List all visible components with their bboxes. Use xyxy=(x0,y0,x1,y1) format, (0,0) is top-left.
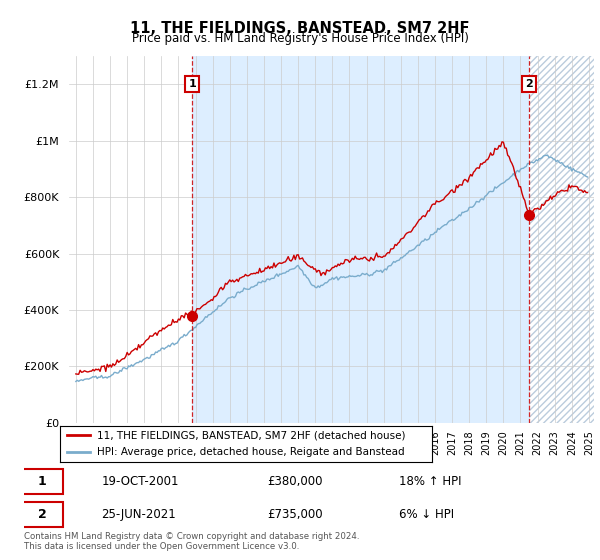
Text: 2: 2 xyxy=(525,79,533,89)
Text: 1: 1 xyxy=(188,79,196,89)
Text: 11, THE FIELDINGS, BANSTEAD, SM7 2HF: 11, THE FIELDINGS, BANSTEAD, SM7 2HF xyxy=(130,21,470,36)
Text: Price paid vs. HM Land Registry's House Price Index (HPI): Price paid vs. HM Land Registry's House … xyxy=(131,32,469,45)
Text: Contains HM Land Registry data © Crown copyright and database right 2024.
This d: Contains HM Land Registry data © Crown c… xyxy=(24,532,359,552)
Text: 11, THE FIELDINGS, BANSTEAD, SM7 2HF (detached house): 11, THE FIELDINGS, BANSTEAD, SM7 2HF (de… xyxy=(97,431,406,440)
Bar xyxy=(529,56,594,423)
Text: £380,000: £380,000 xyxy=(267,474,322,488)
Bar xyxy=(192,56,529,423)
Text: 1: 1 xyxy=(38,474,47,488)
Text: 6% ↓ HPI: 6% ↓ HPI xyxy=(400,508,454,521)
Text: 18% ↑ HPI: 18% ↑ HPI xyxy=(400,474,462,488)
Text: 25-JUN-2021: 25-JUN-2021 xyxy=(101,508,176,521)
Text: 2: 2 xyxy=(38,508,47,521)
Bar xyxy=(529,56,594,423)
Text: 19-OCT-2001: 19-OCT-2001 xyxy=(101,474,179,488)
FancyBboxPatch shape xyxy=(21,502,62,527)
FancyBboxPatch shape xyxy=(21,469,62,493)
Text: £735,000: £735,000 xyxy=(267,508,323,521)
Text: HPI: Average price, detached house, Reigate and Banstead: HPI: Average price, detached house, Reig… xyxy=(97,447,405,457)
